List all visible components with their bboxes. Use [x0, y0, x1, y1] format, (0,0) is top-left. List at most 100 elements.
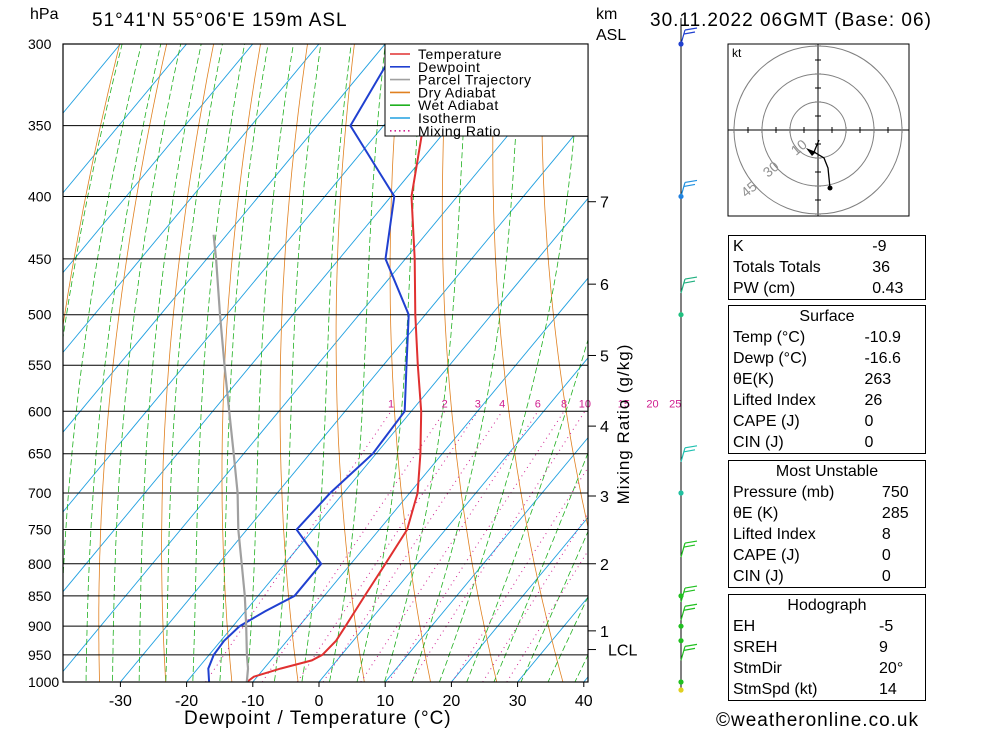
index-row: PW (cm) 0.43	[729, 278, 926, 300]
index-row: θE(K) 263	[729, 369, 926, 390]
km-label: km	[596, 6, 618, 23]
wet-adiabat-line	[192, 44, 246, 682]
wet-adiabat-line	[112, 44, 182, 682]
pressure-tick-label: 950	[28, 647, 52, 663]
plot-frame	[62, 43, 589, 683]
legend-entry: Isotherm	[418, 110, 476, 126]
isotherm-line	[252, 277, 588, 682]
wet-adiabat-line	[438, 44, 582, 682]
wind-barb	[680, 643, 698, 661]
pressure-tick-label: 800	[28, 556, 52, 572]
index-row: StmDir 20°	[729, 658, 926, 679]
isotherm-line	[450, 516, 588, 682]
wind-barb	[680, 445, 698, 462]
index-value: 20°	[879, 660, 904, 677]
pressure-tick-label: 450	[28, 251, 52, 267]
dry-adiabat-line	[221, 44, 261, 682]
index-label: Temp (°C)	[733, 329, 806, 346]
index-label: K	[733, 238, 744, 255]
index-value: 0	[881, 568, 891, 585]
index-row: SREH 9	[729, 637, 926, 658]
asl-label: ASL	[596, 27, 627, 44]
index-value: 0	[864, 434, 874, 451]
wind-barb	[680, 179, 698, 197]
mixing-ratio-label: 2	[442, 398, 448, 410]
x-tick-label: 10	[376, 693, 394, 710]
index-row: Lifted Index 26	[729, 390, 926, 411]
x-tick-label: -10	[241, 693, 264, 710]
wind-level-dot	[678, 490, 684, 496]
isotherm-line	[186, 197, 588, 682]
lcl-label: LCL	[608, 643, 637, 660]
index-value: 9	[879, 639, 888, 656]
legend-frame	[384, 43, 589, 137]
km-tick-label: 2	[600, 557, 609, 574]
dry-adiabat-line	[965, 44, 1000, 682]
pressure-tick-label: 600	[28, 403, 52, 419]
most-unstable-title: Most Unstable	[775, 463, 879, 480]
mixing-ratio-label: 25	[669, 398, 681, 410]
temperature-line	[246, 44, 461, 682]
mixing-ratio-line	[451, 466, 588, 682]
mixing-ratio-label: 10	[579, 398, 591, 410]
isotherm-line	[63, 44, 386, 433]
wet-adiabat-line	[165, 44, 223, 682]
pressure-tick-label: 550	[28, 357, 52, 373]
index-label: θE (K)	[733, 505, 779, 522]
km-tick-label: 7	[600, 195, 609, 212]
storm-motion-arrow	[806, 148, 816, 156]
hodograph-ring	[761, 73, 875, 187]
index-label: Dewp (°C)	[733, 350, 807, 367]
dry-adiabat-line	[63, 44, 121, 328]
hodograph-unit-label: kt	[732, 46, 742, 60]
isotherm-line	[63, 44, 121, 114]
x-axis-label: Dewpoint / Temperature (°C)	[184, 708, 452, 729]
wind-barb	[680, 585, 698, 603]
wet-adiabat-line	[273, 44, 322, 682]
index-value: 0.43	[872, 280, 904, 297]
pressure-tick-label: 750	[28, 522, 52, 538]
pressure-tick-label: 400	[28, 188, 52, 204]
wet-adiabat-line	[547, 595, 588, 682]
location-title: 51°41'N 55°06'E 159m ASL	[92, 10, 348, 31]
pressure-tick-label: 650	[28, 446, 52, 462]
km-tick-label: 4	[600, 419, 609, 436]
mixing-ratio-label: 20	[646, 398, 658, 410]
pressure-tick-label: 300	[28, 36, 52, 52]
dry-adiabat-line	[161, 44, 214, 682]
x-tick-label: 0	[315, 693, 324, 710]
wet-adiabat-line	[219, 44, 269, 682]
wind-level-dot	[678, 623, 684, 629]
legend-entry: Parcel Trajectory	[418, 72, 532, 88]
wet-adiabat-line	[493, 451, 588, 682]
mixing-ratio-label: 6	[535, 398, 541, 410]
wet-adiabat-line	[411, 44, 522, 682]
wet-adiabat-line	[328, 44, 386, 682]
index-value: -16.6	[864, 350, 901, 367]
mixing-ratio-line	[205, 411, 392, 682]
mixing-ratio-label: 1	[388, 398, 394, 410]
copyright-link[interactable]: ©weatheronline.co.uk	[716, 710, 919, 731]
pressure-tick-label: 1000	[28, 674, 59, 690]
pressure-tick-label: 700	[28, 485, 52, 501]
km-tick-label: 1	[600, 624, 609, 641]
mixing-ratio-label: 3	[475, 398, 481, 410]
hodograph-end-dot	[827, 185, 833, 191]
wet-adiabat-line	[466, 338, 588, 682]
isotherm-line	[384, 436, 588, 682]
index-row: Pressure (mb) 750	[729, 482, 926, 503]
legend-entry: Temperature	[418, 46, 502, 62]
index-value: -9	[872, 238, 887, 255]
wind-barb	[680, 540, 698, 558]
isotherm-line	[318, 357, 588, 682]
km-tick-label: 5	[600, 348, 609, 365]
surface-box: Surface Temp (°C) -10.9 Dewp (°C) -16.6 θE…	[728, 305, 926, 454]
dry-adiabat-line	[389, 44, 431, 682]
pressure-tick-label: 900	[28, 618, 52, 634]
index-label: CAPE (J)	[733, 413, 800, 430]
isotherm-line	[63, 44, 188, 194]
km-tick-label: 3	[600, 489, 609, 506]
hodograph-box: Hodograph EH -5 SREH 9 StmDir 20° StmSpd (k…	[728, 594, 926, 701]
isotherm-line	[63, 44, 254, 274]
